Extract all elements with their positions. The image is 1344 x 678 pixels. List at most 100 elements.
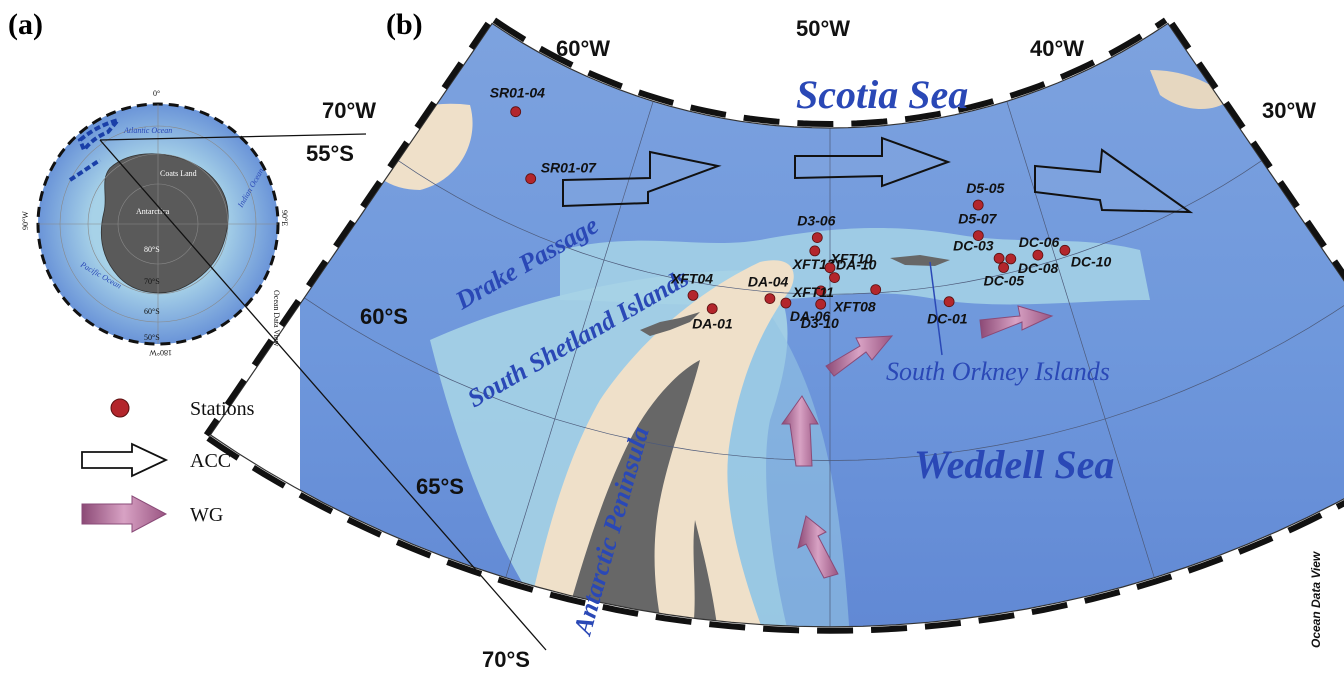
lon-label-30w: 30°W <box>1262 98 1316 123</box>
panel-label-a: (a) <box>8 8 43 41</box>
lon-label-70w: 70°W <box>322 98 376 123</box>
lat-label-65s: 65°S <box>416 474 464 499</box>
inset-credit: Ocean Data View <box>272 290 281 346</box>
inset-label-90w: 90°W <box>21 211 30 230</box>
ocean-data-view-credit: Ocean Data View <box>1309 551 1323 648</box>
station-marker <box>811 232 823 244</box>
scotia-sea-label: Scotia Sea <box>796 72 968 117</box>
inset-label-180w: 180°W <box>149 348 172 357</box>
legend-acc-label: ACC <box>190 450 231 472</box>
main-map: 70°W 60°W 50°W 40°W 30°W 55°S 60°S 65°S … <box>203 16 1344 672</box>
inset-label-0: 0° <box>153 89 160 98</box>
station-label: DA-06 <box>790 308 831 324</box>
wg-arrow <box>797 515 839 579</box>
longitude-line <box>505 101 654 578</box>
station-label: DC-05 <box>984 273 1025 289</box>
legend-station-marker <box>110 398 130 418</box>
station-marker <box>993 252 1005 264</box>
station-label: XFT11 <box>792 284 834 300</box>
panel-label-b: (b) <box>386 8 423 41</box>
frame-dash <box>1169 21 1344 281</box>
station-marker <box>1005 253 1017 265</box>
legend-wg-arrow <box>81 495 168 533</box>
acc-arrows <box>562 136 1194 214</box>
weddell-sea-label: Weddell Sea <box>914 442 1114 487</box>
station-marker <box>764 293 776 305</box>
station-marker <box>972 230 984 242</box>
station-marker <box>815 285 827 297</box>
inset-atlantic-label: Atlantic Ocean <box>123 126 172 135</box>
map-outline <box>209 22 1344 628</box>
station-marker <box>943 296 955 308</box>
connector-line <box>99 133 367 141</box>
station-marker <box>510 106 522 118</box>
inset-map: 0° 90°W 90°E 180°W 80°S 70°S 60°S 50°S A… <box>21 89 289 357</box>
map-frame <box>203 17 1344 634</box>
antarctica-continent <box>101 153 229 294</box>
station-label: DC-03 <box>953 237 994 253</box>
south-orkney-pointer <box>929 261 943 356</box>
inset-coats-label: Coats Land <box>160 169 197 178</box>
station-marker <box>870 284 882 296</box>
station-label: D3-10 <box>801 315 839 331</box>
wg-arrow <box>781 395 819 467</box>
station-marker <box>824 262 836 274</box>
station-marker <box>829 272 840 284</box>
connector-line <box>99 139 547 651</box>
inset-lat-50s: 50°S <box>144 333 160 342</box>
station-marker <box>809 245 821 257</box>
acc-arrow <box>562 150 722 208</box>
station-marker <box>525 173 537 185</box>
lon-label-50w: 50°W <box>796 16 850 41</box>
station-label: DA-10 <box>836 257 877 273</box>
south-orkney-label: South Orkney Islands <box>886 357 1110 386</box>
antarctic-peninsula-rock <box>560 360 700 627</box>
station-label: DA-04 <box>748 274 789 290</box>
acc-arrow <box>1034 148 1194 214</box>
station-marker <box>1032 249 1044 261</box>
lon-label-60w: 60°W <box>556 36 610 61</box>
wg-arrows <box>781 305 1054 579</box>
wg-arrow <box>825 335 894 377</box>
inset-lat-70s: 70°S <box>144 277 160 286</box>
station-marker <box>706 303 718 315</box>
station-label: XFT13 <box>792 256 835 272</box>
station-marker <box>972 199 984 211</box>
station-label: D3-06 <box>797 213 835 229</box>
lat-label-70s: 70°S <box>482 647 530 672</box>
wg-arrow <box>979 305 1054 339</box>
station-label: DC-08 <box>1018 260 1059 276</box>
station-label: DC-10 <box>1071 253 1112 269</box>
study-area-outline-2 <box>68 158 102 182</box>
station-label: XFT08 <box>833 299 876 315</box>
station-marker <box>1059 244 1071 256</box>
inset-lat-60s: 60°S <box>144 307 160 316</box>
south-georgia-shelf <box>1150 70 1230 110</box>
lat-label-55s: 55°S <box>306 141 354 166</box>
legend-wg-label: WG <box>190 504 223 526</box>
inset-antarctica-label: Antarctica <box>136 207 170 216</box>
inset-lat-80s: 80°S <box>144 245 160 254</box>
station-marker <box>815 298 827 310</box>
frame-dash <box>203 21 491 437</box>
legend-acc-arrow <box>81 442 169 478</box>
legend: Stations ACC WG <box>81 398 255 533</box>
station-marker <box>687 289 699 301</box>
peninsula-rock-2 <box>690 520 720 627</box>
lon-label-40w: 40°W <box>1030 36 1084 61</box>
acc-arrow <box>794 136 951 188</box>
station-label: XFT04 <box>670 270 713 286</box>
station-label: D5-07 <box>958 211 997 227</box>
station-marker <box>998 262 1009 273</box>
study-area-outline <box>77 116 124 155</box>
station-label: DC-01 <box>927 311 968 327</box>
station-label: DC-06 <box>1019 234 1060 250</box>
station-marker <box>780 297 792 309</box>
station-label: SR01-04 <box>490 85 545 101</box>
station-label: XFT10 <box>830 251 873 267</box>
south-orkney-islands <box>890 255 950 266</box>
station-label: SR01-07 <box>541 160 597 176</box>
lat-label-60s: 60°S <box>360 304 408 329</box>
inset-label-90e: 90°E <box>280 210 289 226</box>
